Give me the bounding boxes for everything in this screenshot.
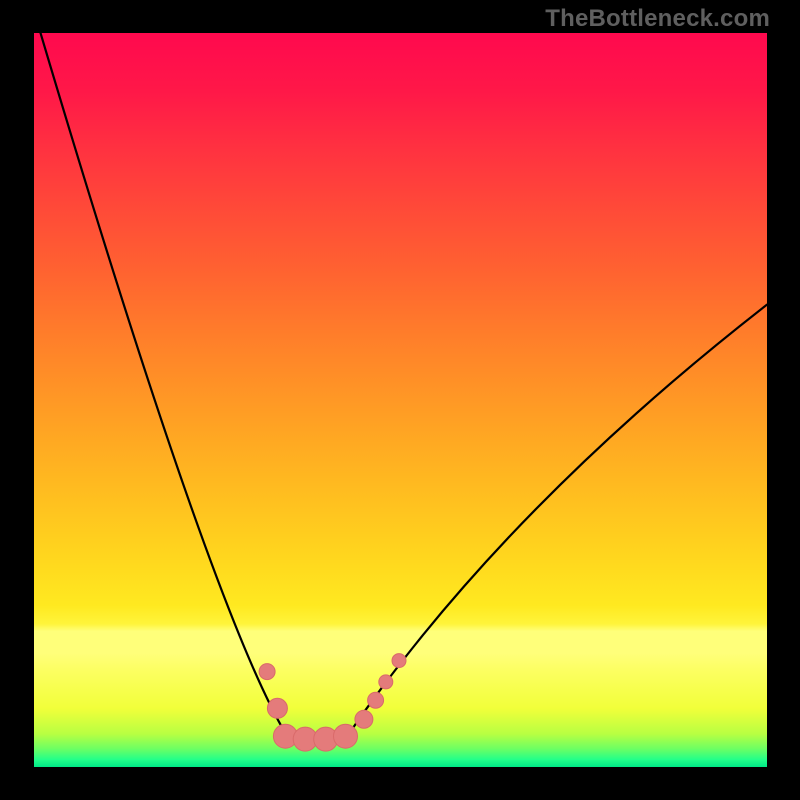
marker-point <box>259 664 275 680</box>
chart-root <box>0 0 800 800</box>
marker-point <box>267 698 287 718</box>
chart-svg <box>0 0 800 800</box>
marker-point <box>392 654 406 668</box>
watermark-text: TheBottleneck.com <box>545 5 770 33</box>
marker-point <box>368 692 384 708</box>
marker-point <box>379 675 393 689</box>
marker-point <box>355 710 373 728</box>
marker-point <box>334 724 358 748</box>
